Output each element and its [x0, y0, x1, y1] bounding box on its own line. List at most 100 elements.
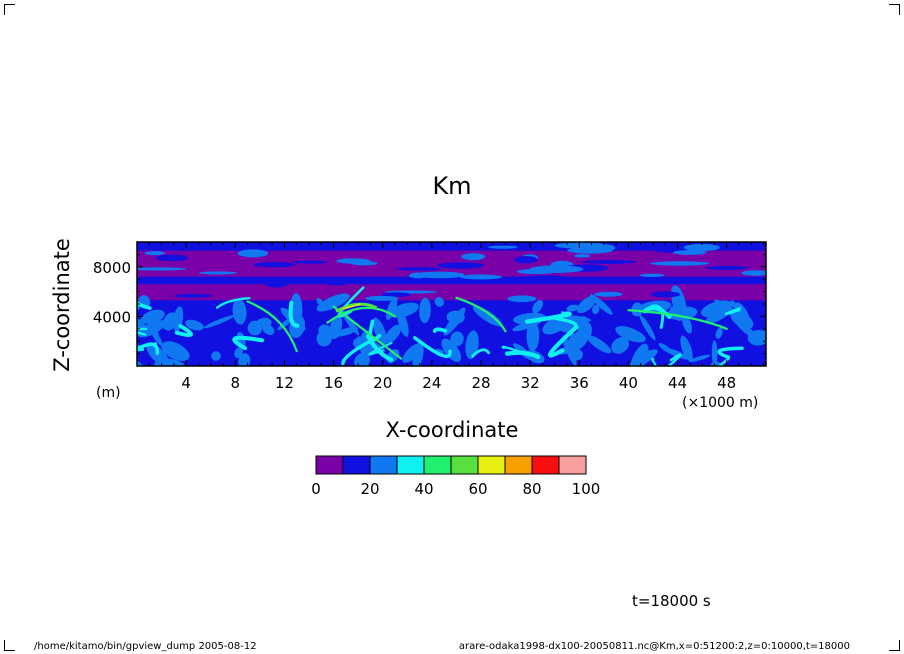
colorbar-tick-label: 80: [522, 480, 541, 498]
field-filament: [337, 286, 365, 318]
field-filament: [471, 348, 491, 358]
x-tick-label: 20: [373, 374, 392, 392]
field-patch: [715, 327, 723, 339]
chart-title: Km: [432, 172, 472, 200]
field-filament: [137, 301, 152, 310]
field-patch: [571, 348, 583, 361]
field-patch: [232, 298, 247, 325]
x-axis-label: X-coordinate: [385, 418, 519, 442]
field-patch: [389, 302, 419, 318]
colorbar-swatch: [396, 455, 425, 475]
field-streak: [683, 243, 720, 252]
field-patch: [161, 341, 190, 362]
field-streak: [514, 255, 538, 264]
colorbar-swatch: [504, 455, 533, 475]
x-axis-unit: (×1000 m): [682, 395, 759, 411]
field-patch: [628, 349, 658, 366]
x-tick-label: 16: [324, 374, 343, 392]
field-filament: [650, 304, 665, 329]
field-patch: [316, 297, 324, 306]
field-patch: [318, 324, 332, 338]
field-streak: [488, 245, 518, 249]
field-filament-green: [627, 309, 728, 330]
colorbar-swatch: [477, 455, 506, 475]
footer-right-text: arare-odaka1998-dx100-20050811.nc@Km,x=0…: [458, 641, 850, 652]
field-streak: [327, 280, 347, 286]
field-streak: [461, 253, 486, 261]
field-streak: [365, 295, 399, 301]
field-filament: [717, 346, 744, 359]
time-label: t=18000 s: [632, 592, 711, 610]
field-filament: [501, 345, 531, 357]
field-patch: [729, 300, 738, 309]
field-streak: [507, 295, 537, 303]
field-streak: [198, 271, 238, 275]
colorbar-swatch: [315, 455, 344, 475]
field-patch: [704, 308, 732, 324]
field-streak: [588, 244, 616, 252]
field-streak: [639, 273, 665, 277]
colorbar-swatch: [450, 455, 479, 475]
field-filament: [717, 357, 730, 366]
field-patch: [247, 320, 263, 336]
field-streak: [741, 270, 766, 276]
field-patch: [682, 315, 693, 334]
x-tick-label: 32: [521, 374, 540, 392]
field-patch: [577, 295, 597, 314]
y-tick-label: 8000: [93, 259, 131, 277]
x-tick-label: 4: [181, 374, 191, 392]
field-filament: [724, 307, 741, 316]
field-streak: [253, 262, 295, 268]
field-patch: [385, 297, 398, 320]
x-tick-label: 12: [275, 374, 294, 392]
field-filament: [174, 323, 193, 337]
field-filament: [341, 338, 375, 366]
field-filament: [137, 327, 148, 336]
field-upper-streak: [137, 276, 766, 285]
field-patch: [137, 320, 166, 338]
field-patch: [566, 304, 580, 312]
colorbar-tick-label: 40: [414, 480, 433, 498]
field-patch: [277, 316, 293, 331]
colorbar-swatch: [558, 455, 587, 475]
y-axis-label: Z-coordinate: [50, 238, 74, 372]
field-filament: [215, 296, 251, 309]
colorbar-tick-label: 20: [360, 480, 379, 498]
field-patch: [566, 315, 592, 322]
field-patch: [611, 337, 630, 354]
field-patch: [450, 331, 464, 347]
field-patch: [402, 343, 422, 363]
field-patch: [329, 315, 343, 340]
field-patch: [615, 326, 646, 343]
footer-left-text: /home/kitamo/bin/gpview_dump 2005-08-12: [34, 641, 257, 652]
field-streak: [523, 275, 567, 279]
field-patch: [384, 324, 402, 344]
colorbar-tick-label: 60: [468, 480, 487, 498]
colorbar-swatch: [369, 455, 398, 475]
field-streak: [381, 292, 411, 298]
field-filament: [548, 325, 579, 358]
field-filament: [432, 327, 448, 333]
field-patch: [730, 311, 754, 329]
field-patch: [419, 297, 431, 324]
field-filament: [288, 300, 300, 328]
corner-mark-top-left: [4, 4, 15, 15]
field-patch: [472, 306, 503, 327]
field-filament: [651, 357, 658, 366]
field-streak: [350, 261, 378, 266]
field-filament: [413, 336, 452, 359]
field-patch: [639, 315, 656, 341]
field-streak: [529, 265, 584, 273]
field-streak: [173, 294, 213, 298]
x-tick-label: 44: [668, 374, 687, 392]
field-patch: [658, 342, 673, 354]
field-patch: [203, 315, 235, 329]
field-filament: [554, 316, 578, 328]
field-patch: [559, 340, 585, 355]
field-streak: [265, 280, 288, 288]
y-tick-label: 4000: [93, 308, 131, 326]
field-filament-green: [332, 305, 403, 360]
field-streak: [650, 261, 710, 266]
field-filament-green: [246, 300, 298, 353]
